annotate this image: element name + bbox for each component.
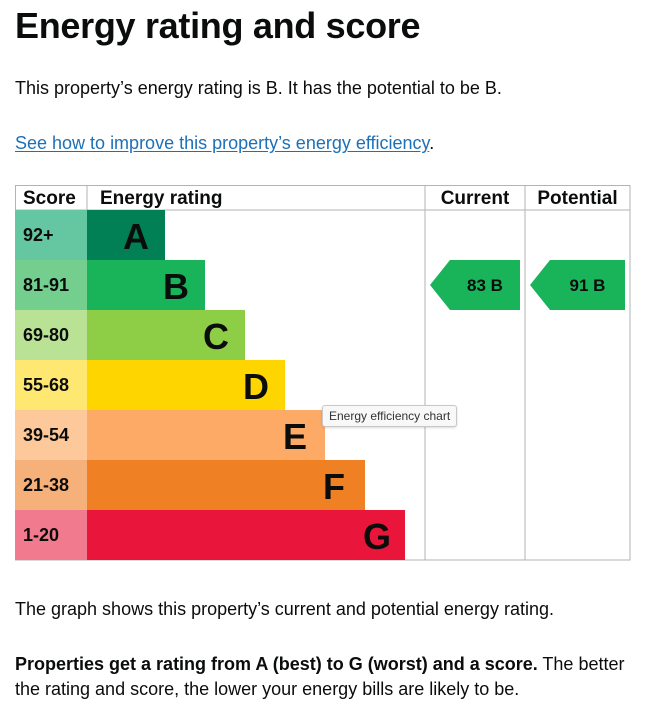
rating-letter-e: E: [283, 416, 307, 457]
score-cell-a: [15, 210, 87, 260]
score-range-a: 92+: [23, 225, 54, 245]
rating-bar-e: [87, 410, 325, 460]
score-range-e: 39-54: [23, 425, 69, 445]
rating-letter-c: C: [203, 316, 229, 357]
improve-suffix: .: [429, 133, 435, 153]
score-cell-e: [15, 410, 87, 460]
page-title: Energy rating and score: [15, 5, 421, 46]
rating-explanation-rest: The better the rating and score, the low…: [15, 654, 625, 699]
rating-bar-b: [87, 260, 205, 310]
potential-rating-label: 91 B: [570, 276, 606, 295]
rating-intro: This property’s energy rating is B. It h…: [15, 78, 502, 98]
score-range-g: 1-20: [23, 525, 59, 545]
chart-tooltip: Energy efficiency chart: [322, 405, 458, 427]
rating-letter-g: G: [363, 516, 391, 557]
energy-efficiency-chart: Score Energy rating Current Potential 92+ A 81…: [15, 185, 631, 561]
current-rating-label: 83 B: [467, 276, 503, 295]
score-cell-f: [15, 460, 87, 510]
improve-efficiency-link[interactable]: See how to improve this property’s energ…: [15, 133, 430, 153]
potential-rating-arrow: [530, 260, 625, 310]
rating-bar-d: [87, 360, 285, 410]
rating-bar-a: [87, 210, 165, 260]
score-cell-b: [15, 260, 87, 310]
rating-letter-f: F: [323, 466, 345, 507]
score-range-c: 69-80: [23, 325, 69, 345]
header-current: Current: [441, 188, 510, 209]
rating-letter-d: D: [243, 366, 269, 407]
rating-letter-a: A: [123, 216, 149, 257]
rating-bar-f: [87, 460, 365, 510]
rating-letter-b: B: [163, 266, 189, 307]
header-energy-rating: Energy rating: [100, 188, 222, 209]
header-potential: Potential: [537, 188, 617, 209]
graph-note: The graph shows this property’s current …: [15, 599, 554, 619]
score-cell-g: [15, 510, 87, 560]
current-rating-arrow: [430, 260, 520, 310]
score-cell-d: [15, 360, 87, 410]
rating-bar-g: [87, 510, 405, 560]
score-range-b: 81-91: [23, 275, 69, 295]
score-cell-c: [15, 310, 87, 360]
rating-bar-c: [87, 310, 245, 360]
score-range-d: 55-68: [23, 375, 69, 395]
score-range-f: 21-38: [23, 475, 69, 495]
rating-explanation-bold: Properties get a rating from A (best) to…: [15, 654, 538, 674]
improve-paragraph: See how to improve this property’s energ…: [15, 131, 434, 156]
rating-explanation: Properties get a rating from A (best) to…: [15, 652, 645, 702]
header-score: Score: [23, 188, 76, 209]
